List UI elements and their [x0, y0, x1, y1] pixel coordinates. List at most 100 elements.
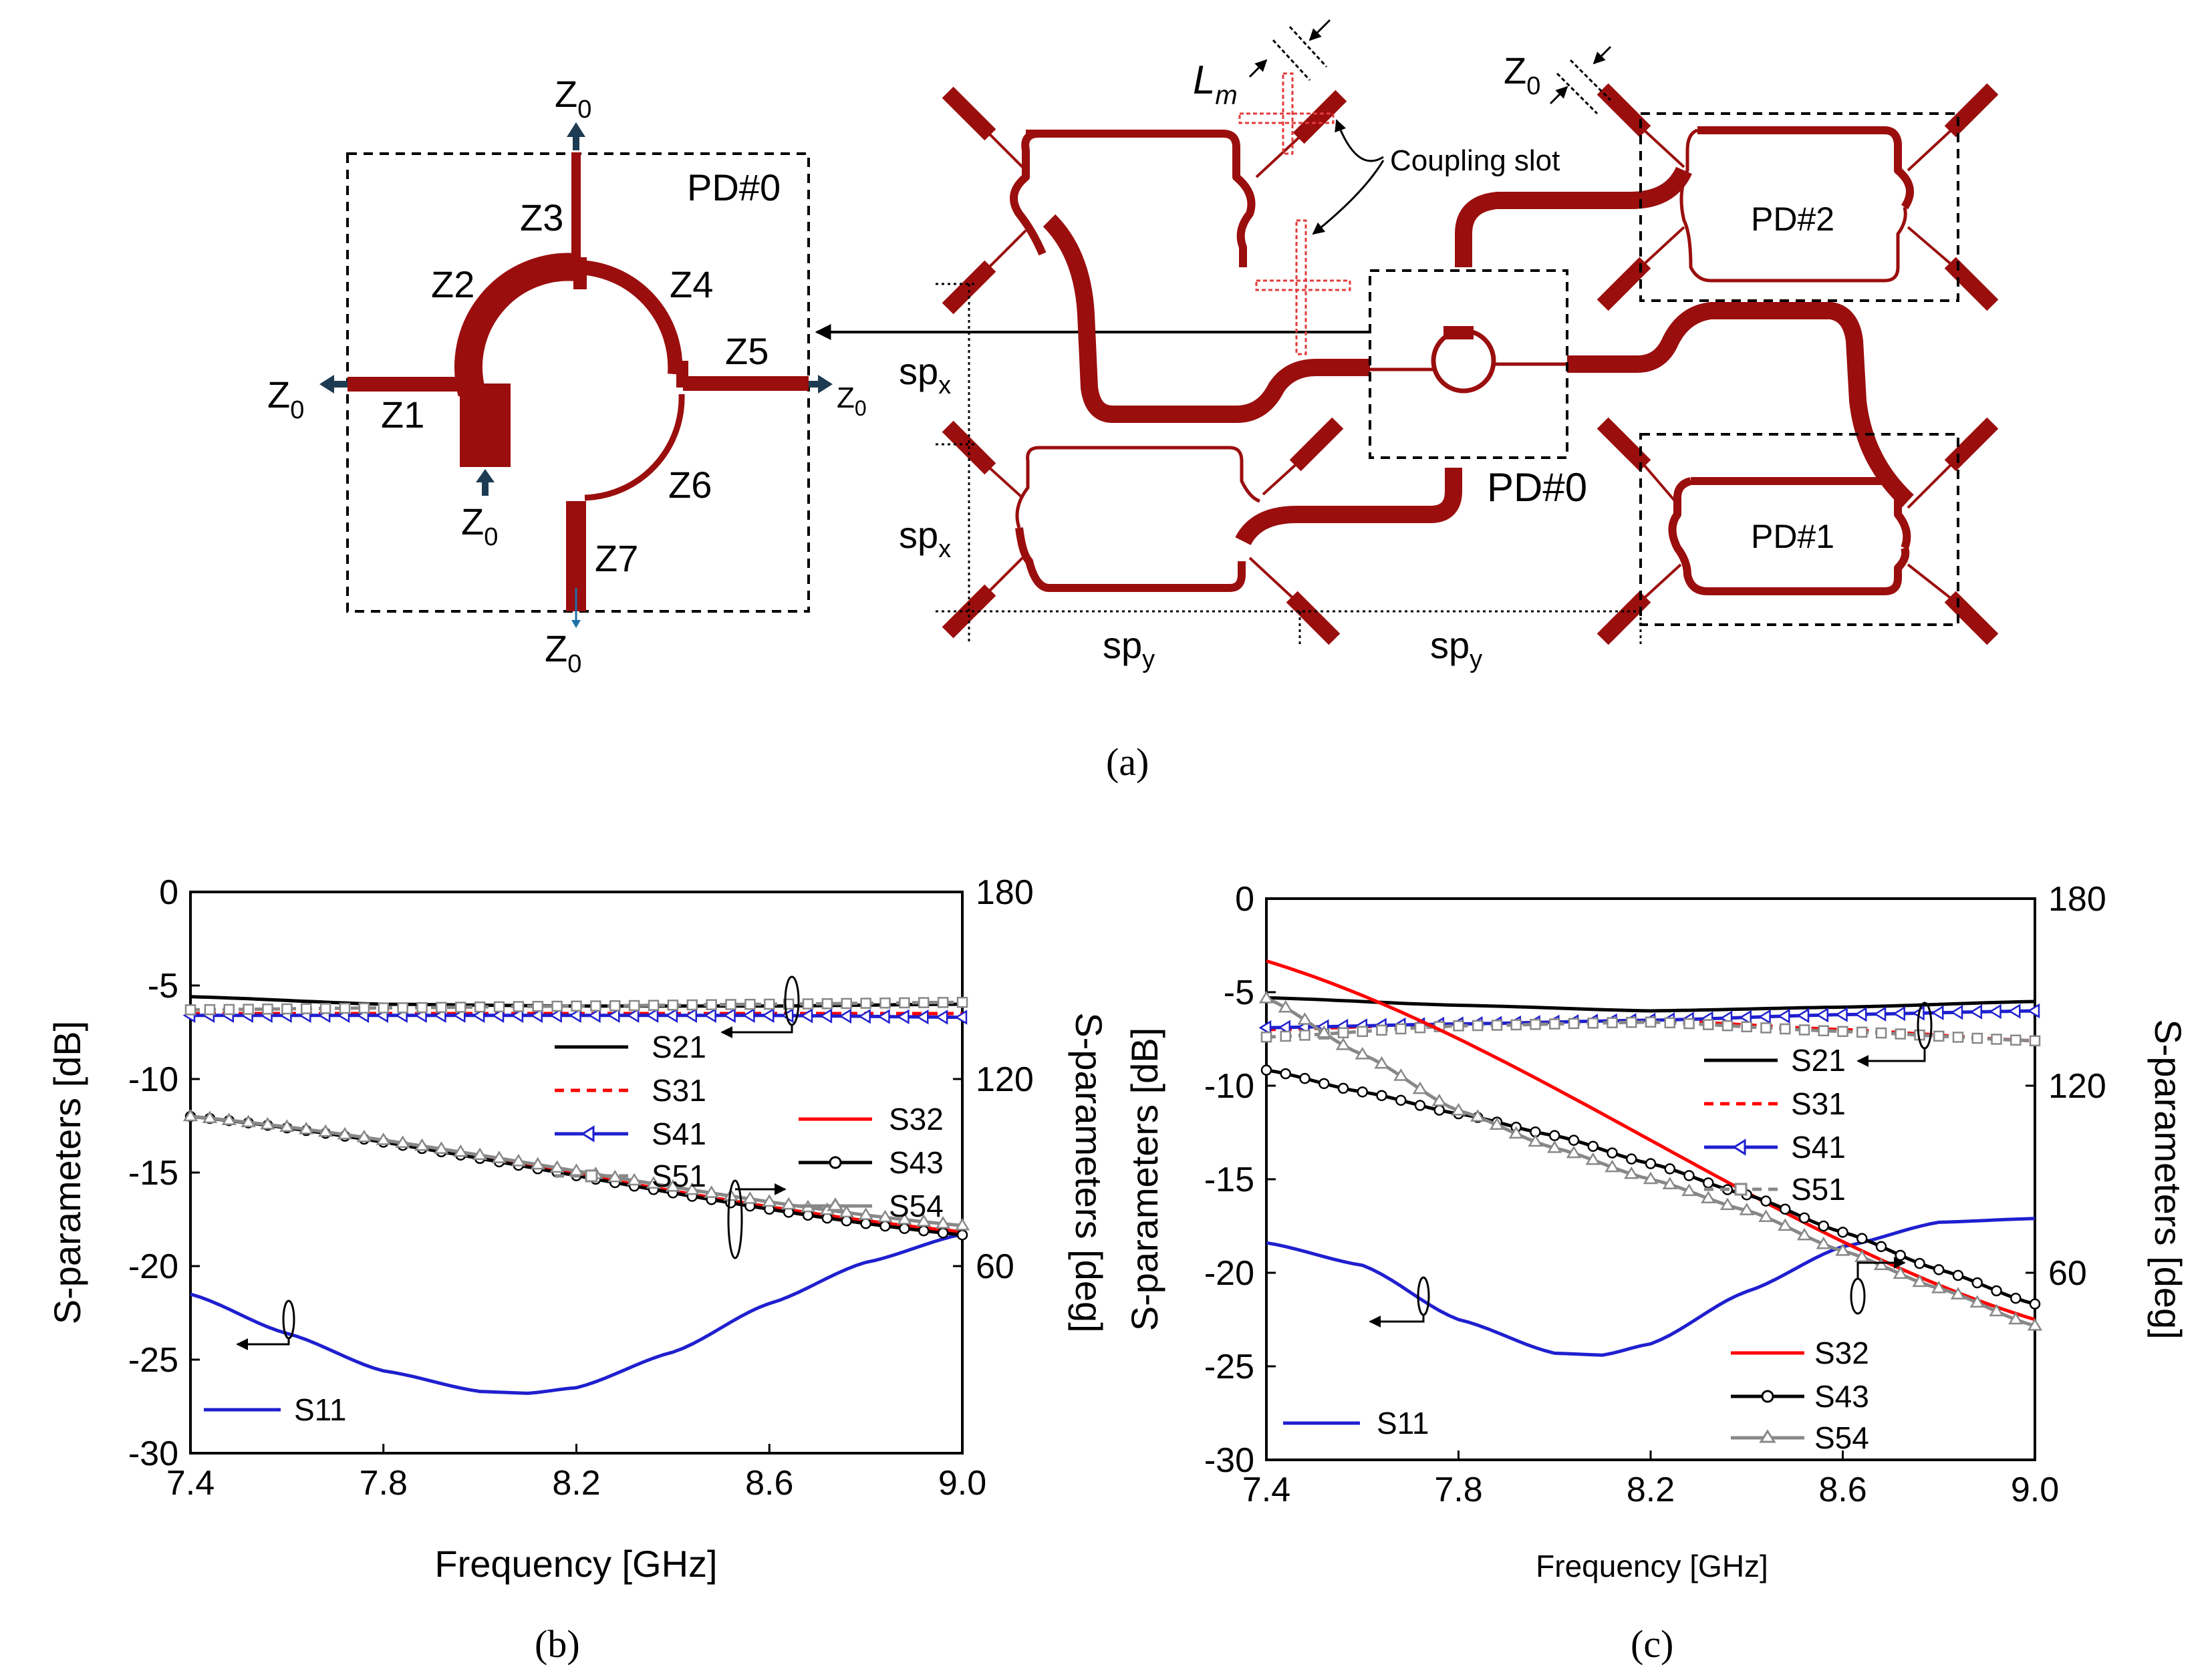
marker-s51 [1337, 1027, 1349, 1039]
marker-s54 [182, 1108, 198, 1122]
marker-s43 [1376, 1090, 1387, 1102]
marker-s51 [1453, 1020, 1464, 1032]
feed-right [1567, 302, 1914, 508]
y-right-tick-label: 180 [2048, 880, 2106, 919]
stub-connectors [984, 126, 1956, 603]
port-arrow-top [567, 122, 585, 137]
marker-s51 [628, 1000, 640, 1012]
pd1-box [1639, 433, 1959, 626]
x-tick-label: 8.6 [745, 1464, 793, 1503]
marker-s54 [1412, 1081, 1428, 1094]
label-z1: Z1 [381, 394, 424, 436]
marker-s51 [1280, 1030, 1291, 1042]
marker-s43 [1798, 1212, 1810, 1224]
stub-connector-3 [984, 229, 1027, 272]
callout-c-mid-arrow [1856, 1257, 1906, 1279]
stub-connector-7 [1248, 557, 1298, 603]
marker-s41 [587, 1008, 601, 1024]
marker-s51 [397, 1002, 408, 1014]
loop-bottom-left-a [1015, 446, 1040, 528]
marker-s51 [513, 1001, 525, 1012]
marker-s41 [1758, 1009, 1771, 1025]
marker-s51 [1376, 1024, 1387, 1036]
marker-s51 [1607, 1017, 1618, 1028]
marker-s51 [1260, 1031, 1272, 1043]
chart-b-ylabel-right: S-parameters [deg] [1068, 1012, 1110, 1332]
marker-s41 [935, 1010, 948, 1025]
marker-s54 [916, 1214, 932, 1227]
chart-c-ylabel-right: S-parameters [deg] [2147, 1019, 2189, 1339]
pd2-label: PD#2 [1751, 200, 1834, 238]
marker-s41 [2027, 1003, 2040, 1019]
marker-s41 [1969, 1004, 1982, 1020]
series-s11 [190, 1232, 963, 1395]
stub-connector-4 [1262, 460, 1301, 496]
marker-s51 [899, 997, 910, 1009]
chart-c-legend: S21 S31 S41 S51 S32 S43 S54 S11 [1283, 1043, 1869, 1455]
marker-s54 [1451, 1102, 1466, 1116]
marker-s51 [590, 1000, 601, 1012]
chart-b-legend: S21 S31 S41 S51 S32 S43 S54 S11 [204, 1030, 944, 1427]
marker-s41 [569, 1008, 581, 1024]
coupling-slots [1238, 72, 1351, 355]
marker-s54 [1758, 1209, 1774, 1223]
marker-s51 [1856, 1026, 1868, 1038]
marker-s51 [821, 998, 833, 1010]
marker-s41 [723, 1008, 736, 1024]
marker-s51 [918, 997, 930, 1008]
marker-s41 [1931, 1005, 1944, 1021]
legend-c-s51: S51 [1791, 1172, 1846, 1207]
marker-s43 [1549, 1130, 1560, 1141]
marker-s54 [1681, 1183, 1697, 1197]
callout-c-top-arrow [1856, 1048, 1926, 1067]
marker-s51 [378, 1002, 389, 1014]
coupling-slot-1-v [1282, 72, 1294, 155]
y-tick-label: -25 [128, 1341, 178, 1380]
lm-arrow-2 [1308, 19, 1331, 41]
marker-s51 [474, 1001, 486, 1013]
marker-s54 [356, 1129, 372, 1142]
z0-label-bottom-input: Z0 [461, 500, 498, 551]
marker-s51 [937, 997, 949, 1008]
marker-s54 [1355, 1046, 1370, 1060]
chart-b: 7.4 7.8 8.2 8.6 9.0 0 -5 -10 -15 -20 -25 -30 180 120 6… [46, 873, 1110, 1585]
pd2-box [1639, 112, 1959, 302]
coupling-slot-1-h [1238, 112, 1335, 124]
stub-12 [1597, 417, 1651, 472]
marker-s43 [1433, 1104, 1445, 1116]
marker-s54 [665, 1179, 681, 1192]
legend-c-s41-marker [1732, 1138, 1746, 1156]
marker-s51 [1664, 1017, 1675, 1029]
marker-s41 [607, 1008, 620, 1024]
marker-s51 [1299, 1030, 1310, 1041]
marker-s51 [204, 1004, 216, 1016]
x-tick-label: 9.0 [2011, 1471, 2059, 1509]
marker-s41 [549, 1008, 562, 1024]
z0-dim-1 [1556, 72, 1599, 115]
marker-s54 [202, 1110, 218, 1124]
marker-s54 [858, 1207, 873, 1220]
y-tick-label: -30 [128, 1434, 178, 1473]
marker-s51 [493, 1001, 505, 1013]
marker-s54 [1489, 1117, 1505, 1130]
stub-connector-1 [984, 129, 1027, 172]
marker-s54 [877, 1209, 893, 1223]
marker-s51 [1760, 1022, 1772, 1034]
array-layout-diagram: Coupling slot Lm Z0 PD#0 PD#2 PD#1 [899, 19, 1999, 673]
marker-s43 [1260, 1064, 1272, 1076]
marker-s41 [839, 1008, 851, 1024]
marker-s54 [1912, 1274, 1927, 1287]
marker-s54 [530, 1157, 545, 1170]
marker-s43 [1895, 1249, 1906, 1261]
legend-c-s54-marker [1759, 1429, 1776, 1443]
marker-s54 [1297, 1012, 1312, 1025]
chart-c: 7.4 7.8 8.2 8.6 9.0 0 -5 -10 -15 -20 -25 -30 180 120 6… [1123, 880, 2189, 1583]
marker-s43 [1626, 1153, 1637, 1165]
marker-s54 [1624, 1166, 1639, 1179]
pd0-detail-diagram: PD#0 Z3 Z2 Z4 Z5 Z1 Z6 Z7 [267, 73, 867, 678]
marker-s51 [1626, 1016, 1637, 1028]
marker-s54 [491, 1151, 507, 1163]
marker-s54 [299, 1121, 314, 1134]
marker-s43 [899, 1223, 910, 1234]
